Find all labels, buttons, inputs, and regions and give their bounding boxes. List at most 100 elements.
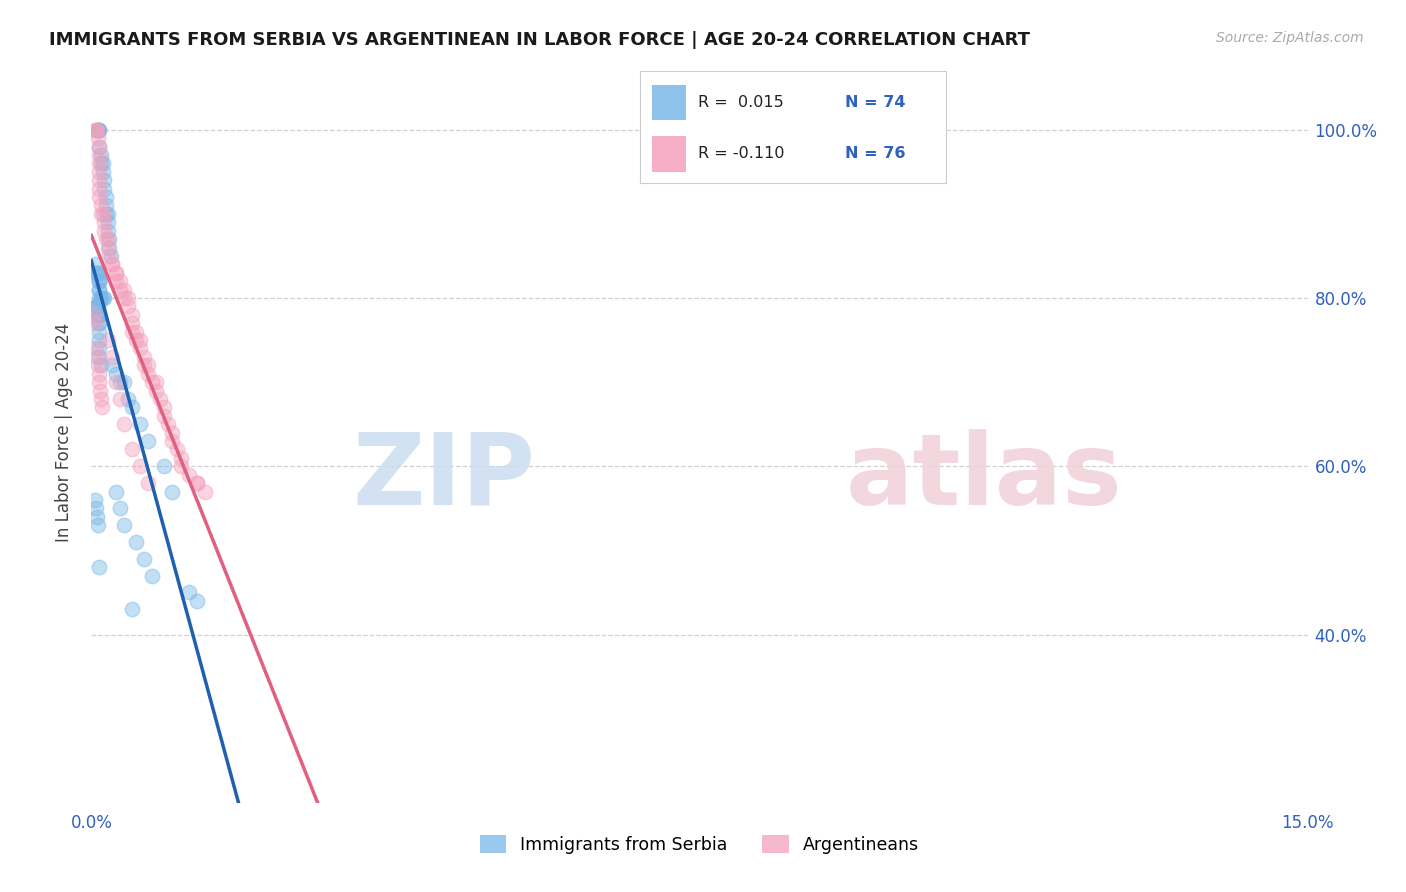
Point (84, 501, 107, 516)
Point (100, 257, 122, 271)
Point (112, 417, 135, 432)
Point (145, 384, 167, 398)
Point (89, 165, 111, 179)
Point (87, 122, 110, 136)
Point (89, 283, 111, 297)
Point (162, 484, 184, 499)
Point (104, 266, 127, 280)
Point (89, 384, 111, 398)
Text: R =  0.015: R = 0.015 (697, 95, 783, 110)
Point (132, 350, 155, 364)
Point (112, 291, 135, 305)
Point (132, 551, 155, 566)
Point (108, 501, 131, 516)
Point (89, 375, 111, 389)
Point (136, 367, 159, 381)
Point (89, 139, 111, 153)
Point (90, 207, 112, 221)
Point (84, 300, 107, 314)
Point (98, 249, 121, 263)
Point (186, 476, 208, 491)
Point (87, 308, 110, 322)
Point (108, 274, 131, 288)
Point (162, 434, 184, 448)
Point (84, 342, 107, 356)
Point (87, 266, 110, 280)
Point (125, 535, 148, 549)
Point (84, 122, 107, 136)
Point (89, 560, 111, 574)
Point (117, 392, 139, 406)
Point (90, 148, 112, 162)
Point (94, 207, 117, 221)
Point (121, 401, 143, 415)
Point (121, 442, 143, 457)
Point (90, 401, 112, 415)
Point (145, 375, 167, 389)
Point (97, 207, 120, 221)
Point (83, 308, 105, 322)
Text: Source: ZipAtlas.com: Source: ZipAtlas.com (1216, 31, 1364, 45)
Point (104, 484, 127, 499)
Text: N = 74: N = 74 (845, 95, 905, 110)
Legend: Immigrants from Serbia, Argentineans: Immigrants from Serbia, Argentineans (474, 828, 925, 861)
Point (194, 484, 217, 499)
Point (87, 122, 110, 136)
Point (186, 594, 208, 608)
Point (117, 300, 139, 314)
Point (89, 156, 111, 170)
Point (125, 325, 148, 339)
Point (112, 283, 135, 297)
Point (86, 122, 108, 136)
Point (166, 442, 188, 457)
Point (84, 492, 107, 507)
Point (136, 359, 159, 373)
Y-axis label: In Labor Force | Age 20-24: In Labor Force | Age 20-24 (55, 323, 73, 542)
Text: N = 76: N = 76 (845, 146, 905, 161)
Point (89, 342, 111, 356)
Point (89, 173, 111, 187)
Point (153, 401, 176, 415)
Point (87, 518, 110, 533)
Point (153, 409, 176, 423)
Point (117, 291, 139, 305)
Point (86, 266, 108, 280)
Point (89, 122, 111, 136)
Point (129, 342, 152, 356)
Point (89, 291, 111, 305)
Point (87, 367, 110, 381)
Point (89, 333, 111, 347)
Point (141, 568, 163, 582)
Point (89, 190, 111, 204)
Point (169, 450, 191, 465)
Point (89, 274, 111, 288)
Point (89, 308, 111, 322)
Point (87, 308, 110, 322)
Point (97, 215, 120, 229)
Point (86, 350, 108, 364)
Point (104, 375, 127, 389)
Point (112, 375, 135, 389)
Point (98, 232, 121, 246)
Point (87, 300, 110, 314)
Point (89, 122, 111, 136)
Point (87, 266, 110, 280)
Point (91, 291, 114, 305)
Point (162, 425, 184, 440)
Point (112, 518, 135, 533)
Point (93, 181, 115, 195)
Point (89, 274, 111, 288)
Point (169, 459, 191, 474)
Point (84, 122, 107, 136)
Point (98, 240, 121, 255)
Point (108, 392, 131, 406)
Point (108, 375, 131, 389)
Point (104, 367, 127, 381)
Point (177, 467, 200, 482)
Point (100, 257, 122, 271)
Bar (652, 136, 686, 171)
Point (90, 198, 112, 212)
Point (121, 602, 143, 616)
Point (93, 173, 115, 187)
Point (93, 291, 115, 305)
